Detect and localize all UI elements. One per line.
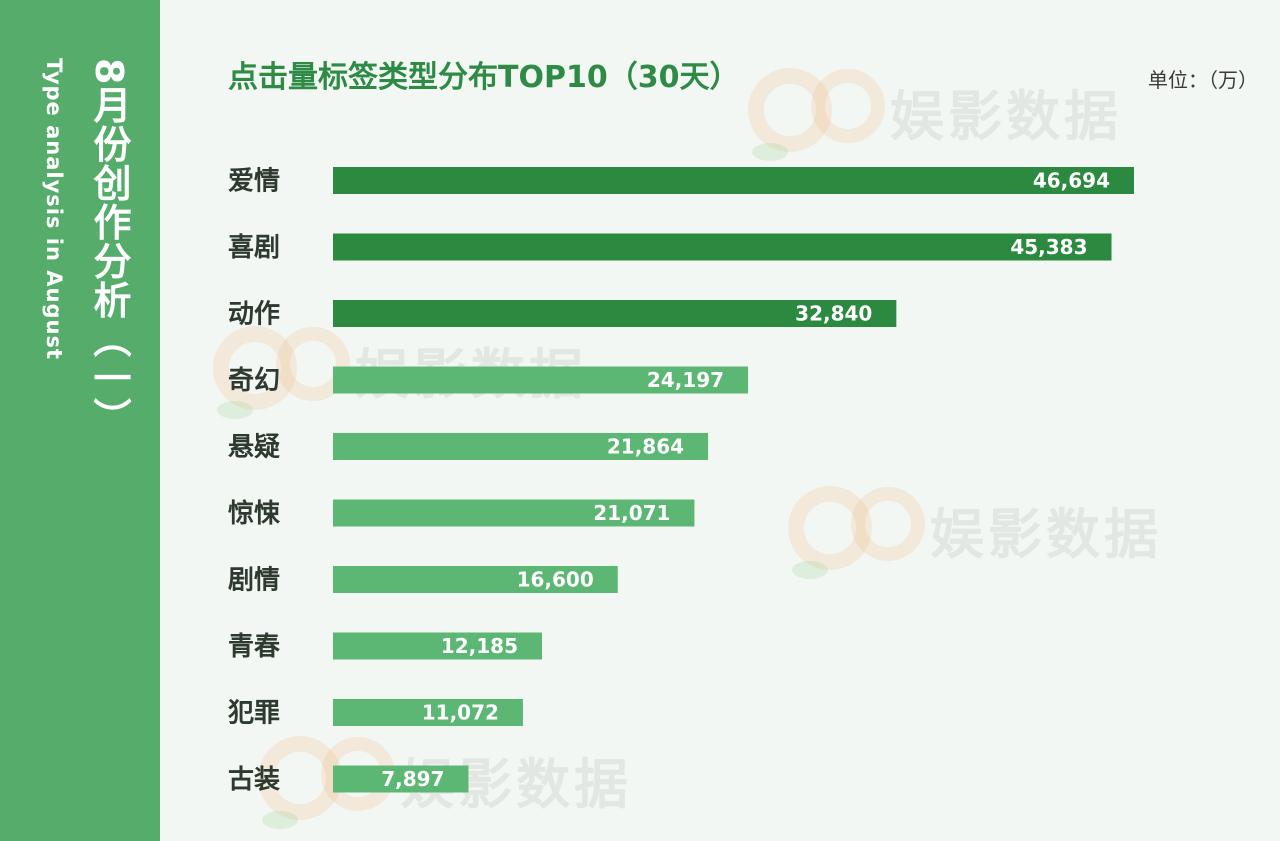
sidebar-title: 8月份创作分析（一） [87,58,131,437]
category-label: 犯罪 [227,699,280,729]
category-label: 爱情 [228,167,280,197]
bar [333,765,469,793]
bar [333,499,695,527]
bar [333,233,1112,261]
category-label: 悬疑 [228,433,280,463]
bar [333,300,897,327]
value-label: 45,383 [1010,235,1087,259]
value-label: 24,197 [647,368,724,392]
unit-label: 单位：（万） [1148,68,1258,92]
value-label: 21,071 [593,501,670,525]
category-label: 惊悚 [228,499,281,529]
category-label: 喜剧 [228,233,280,263]
category-label: 古装 [228,765,280,795]
value-label: 11,072 [422,701,499,725]
category-label: 剧情 [228,566,280,596]
category-label: 动作 [228,300,280,330]
sidebar-panel: 8月份创作分析（一） Type analysis in August [0,0,160,841]
value-label: 16,600 [517,568,594,592]
sidebar-subtitle: Type analysis in August [42,58,66,360]
category-label: 奇幻 [228,366,280,396]
value-label: 12,185 [441,634,518,658]
value-label: 32,840 [795,302,872,326]
bar [333,566,618,593]
bar [333,366,749,394]
value-label: 46,694 [1033,169,1110,193]
value-label: 21,864 [607,435,684,459]
chart-title: 点击量标签类型分布TOP10（30天） [228,60,740,95]
value-label: 7,897 [381,767,444,791]
bar [333,433,709,460]
category-label: 青春 [228,632,280,662]
bar [333,699,523,726]
bar [333,167,1134,194]
bar [333,632,543,660]
